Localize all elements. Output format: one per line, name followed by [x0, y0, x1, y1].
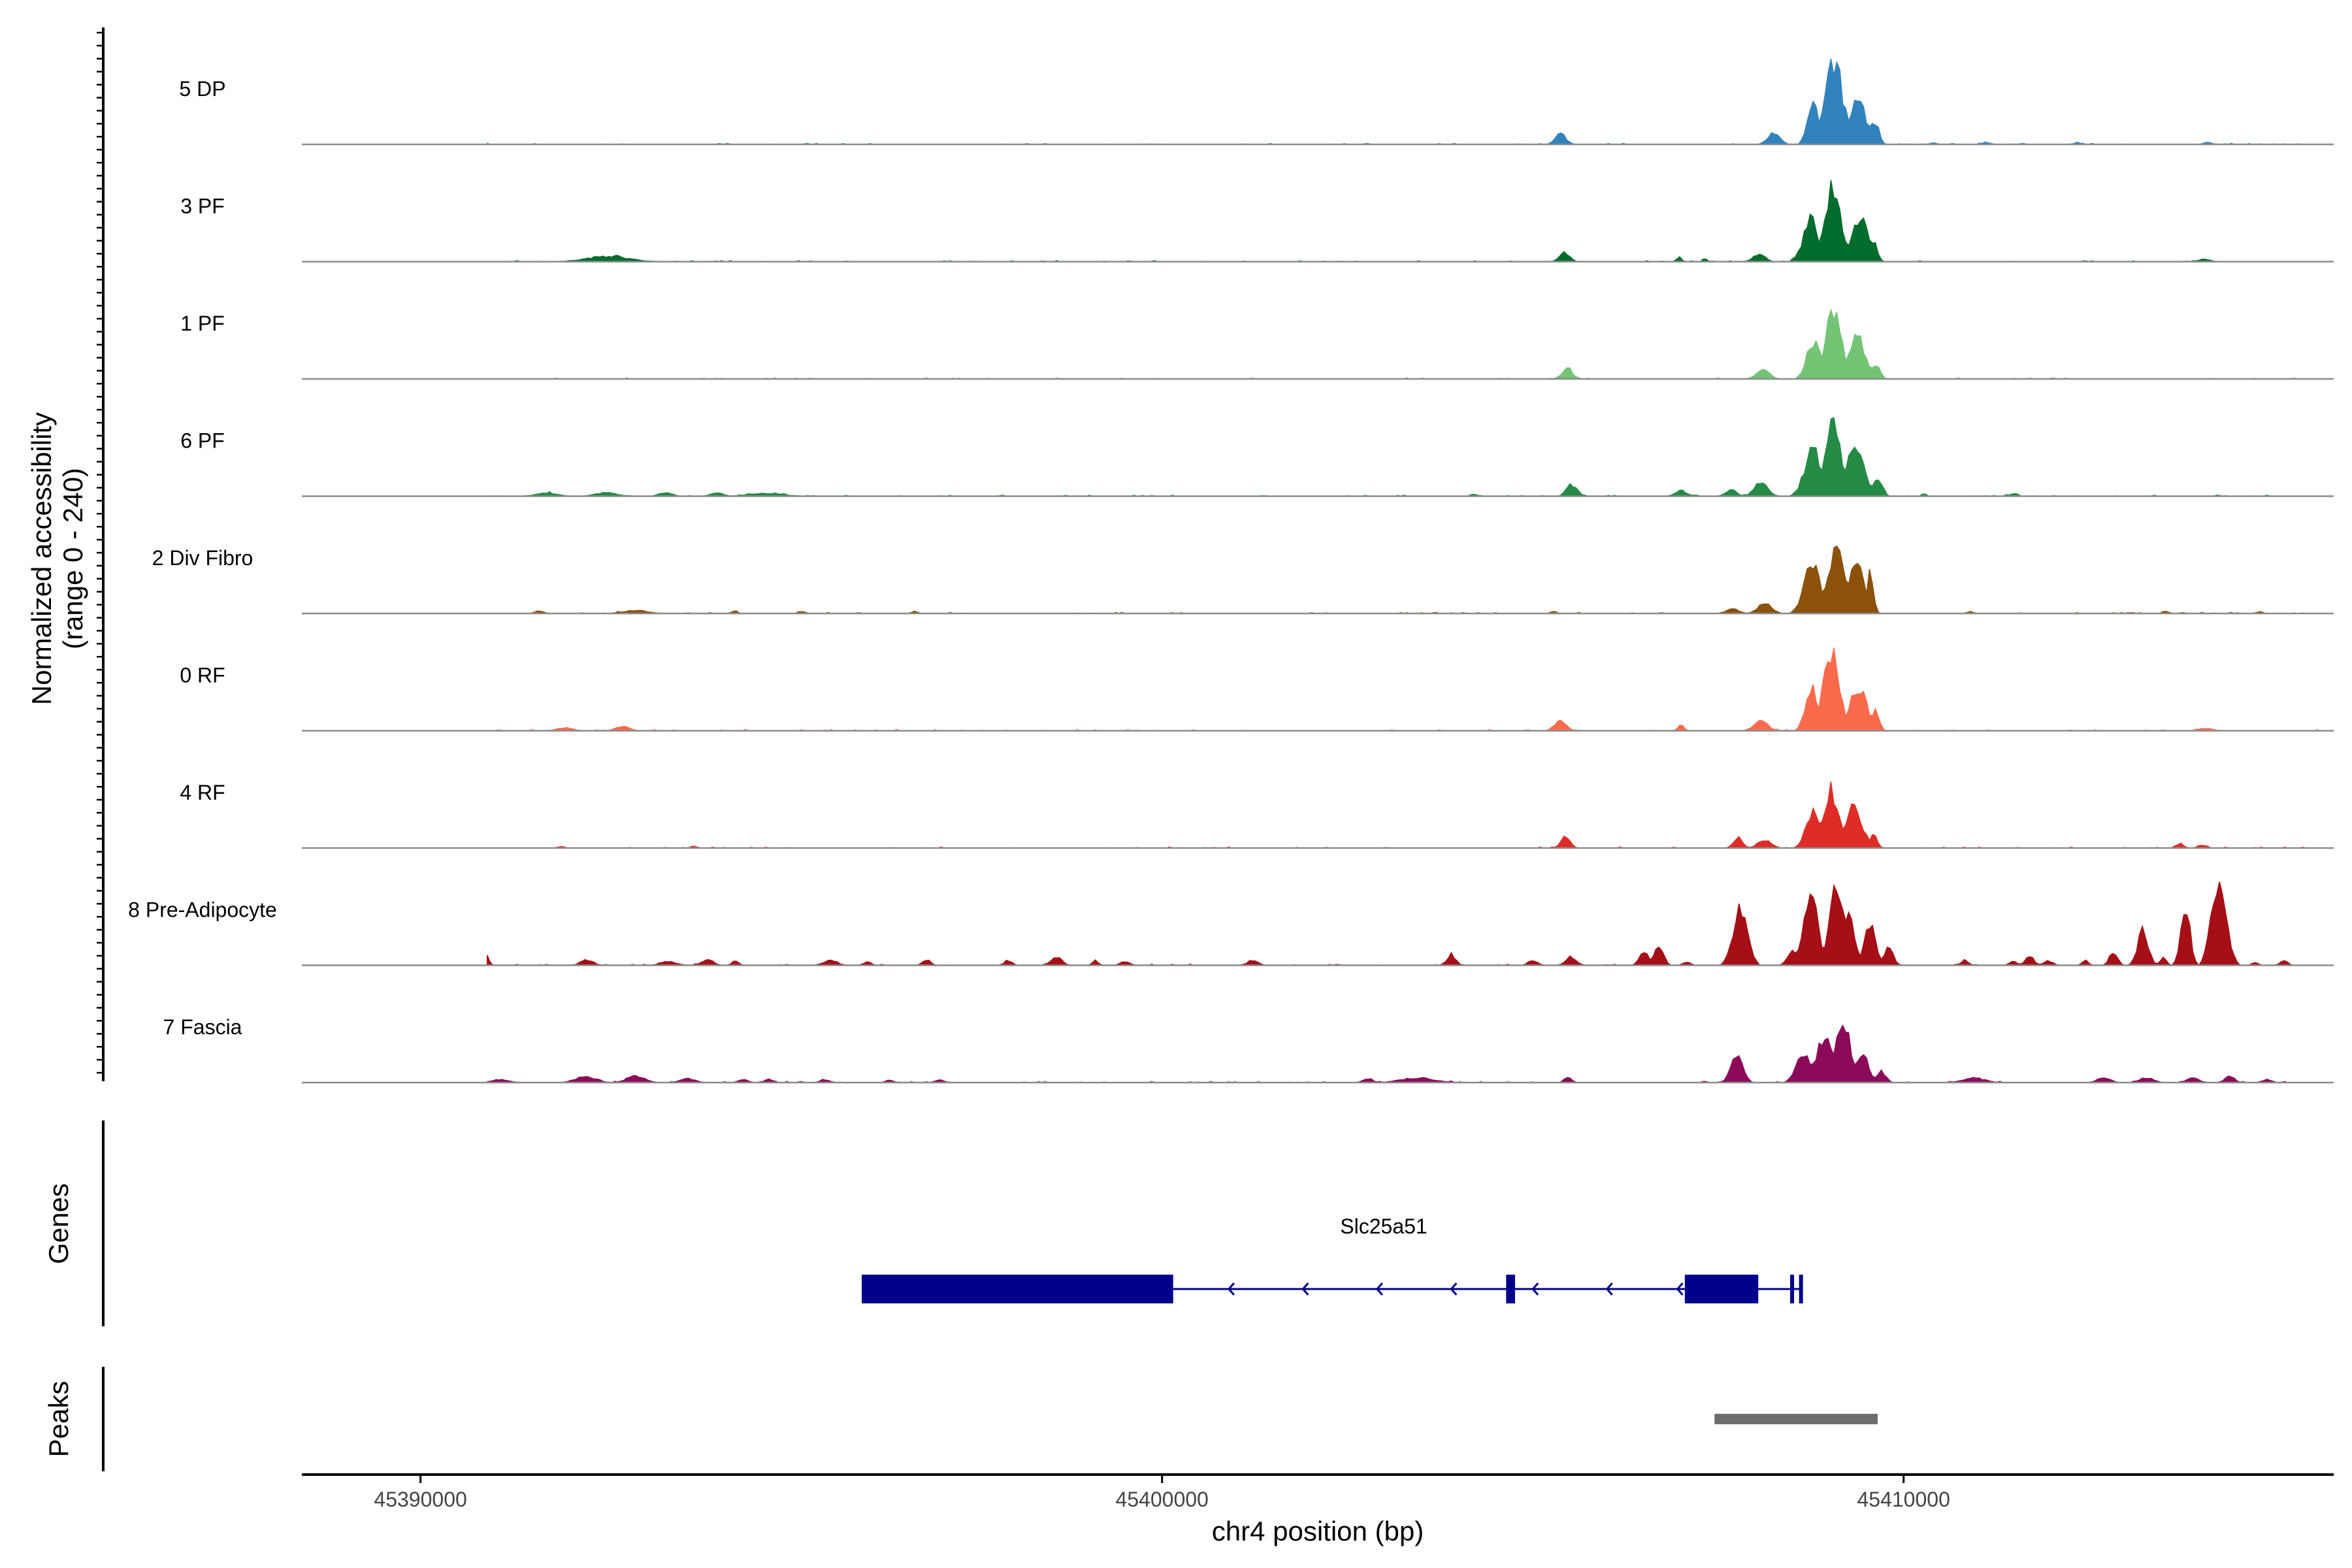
x-axis-ticks: 45390000 45400000 45410000 — [374, 1475, 1950, 1511]
gene-exon — [1790, 1275, 1795, 1303]
peaks-panel: Peaks — [43, 1367, 1878, 1471]
track-5-dp: 5 DP — [179, 58, 2334, 146]
strand-arrow — [1676, 1282, 1684, 1296]
track-label: 0 RF — [180, 664, 225, 687]
track-label: 3 PF — [180, 195, 225, 218]
gene-exon — [1799, 1275, 1803, 1303]
track-label: 5 DP — [179, 77, 225, 101]
peaks-track-label: Peaks — [43, 1381, 74, 1458]
strand-arrow — [1301, 1282, 1309, 1296]
track-6-pf: 6 PF — [180, 417, 2334, 497]
track-label: 2 Div Fibro — [152, 546, 253, 570]
gene-exon — [1684, 1275, 1759, 1303]
x-axis: 45390000 45400000 45410000 chr4 position (… — [302, 1473, 2334, 1546]
gene-name-label: Slc25a51 — [1340, 1215, 1427, 1238]
track-label: 6 PF — [180, 429, 225, 453]
strand-arrow — [1450, 1282, 1458, 1296]
gene-model — [861, 1275, 1803, 1303]
coverage-y-axis — [97, 27, 105, 1081]
strand-arrow — [1531, 1282, 1539, 1296]
gene-exon — [1506, 1275, 1515, 1303]
strand-arrow — [1227, 1282, 1235, 1296]
coverage-tracks: 5 DP 3 PF 1 PF 6 PF 2 Div Fibro 0 RF 4 RF 8 Pre… — [128, 58, 2334, 1084]
y-axis-label-line2: (range 0 - 240) — [57, 468, 88, 649]
track-4-rf: 4 RF — [180, 781, 2334, 849]
track-label: 7 Fascia — [163, 1015, 242, 1039]
peak-region-bar — [1714, 1414, 1878, 1424]
track-2-div-fibro: 2 Div Fibro — [152, 545, 2334, 615]
x-axis-label: chr4 position (bp) — [1212, 1516, 1424, 1546]
track-label: 8 Pre-Adipocyte — [128, 898, 277, 922]
genes-panel: Genes Slc25a51 — [43, 1120, 1803, 1326]
track-1-pf: 1 PF — [180, 308, 2334, 380]
y-axis-label-line1: Normalized accessibility — [26, 412, 57, 705]
x-tick-label: 45390000 — [374, 1488, 466, 1511]
track-7-fascia: 7 Fascia — [163, 1015, 2334, 1084]
strand-arrow — [1605, 1282, 1613, 1296]
track-label: 4 RF — [180, 781, 225, 804]
track-3-pf: 3 PF — [180, 180, 2334, 263]
x-tick-label: 45410000 — [1857, 1488, 1950, 1511]
gene-exon — [861, 1275, 1173, 1303]
x-tick-label: 45400000 — [1115, 1488, 1208, 1511]
peak-regions — [1714, 1414, 1878, 1424]
coverage-y-axis-ticks — [97, 31, 103, 1074]
track-0-rf: 0 RF — [180, 647, 2334, 732]
strand-arrow — [1375, 1282, 1383, 1296]
track-8-pre-adipocyte: 8 Pre-Adipocyte — [128, 881, 2334, 966]
track-label: 1 PF — [180, 312, 225, 335]
genes-track-label: Genes — [43, 1183, 74, 1264]
